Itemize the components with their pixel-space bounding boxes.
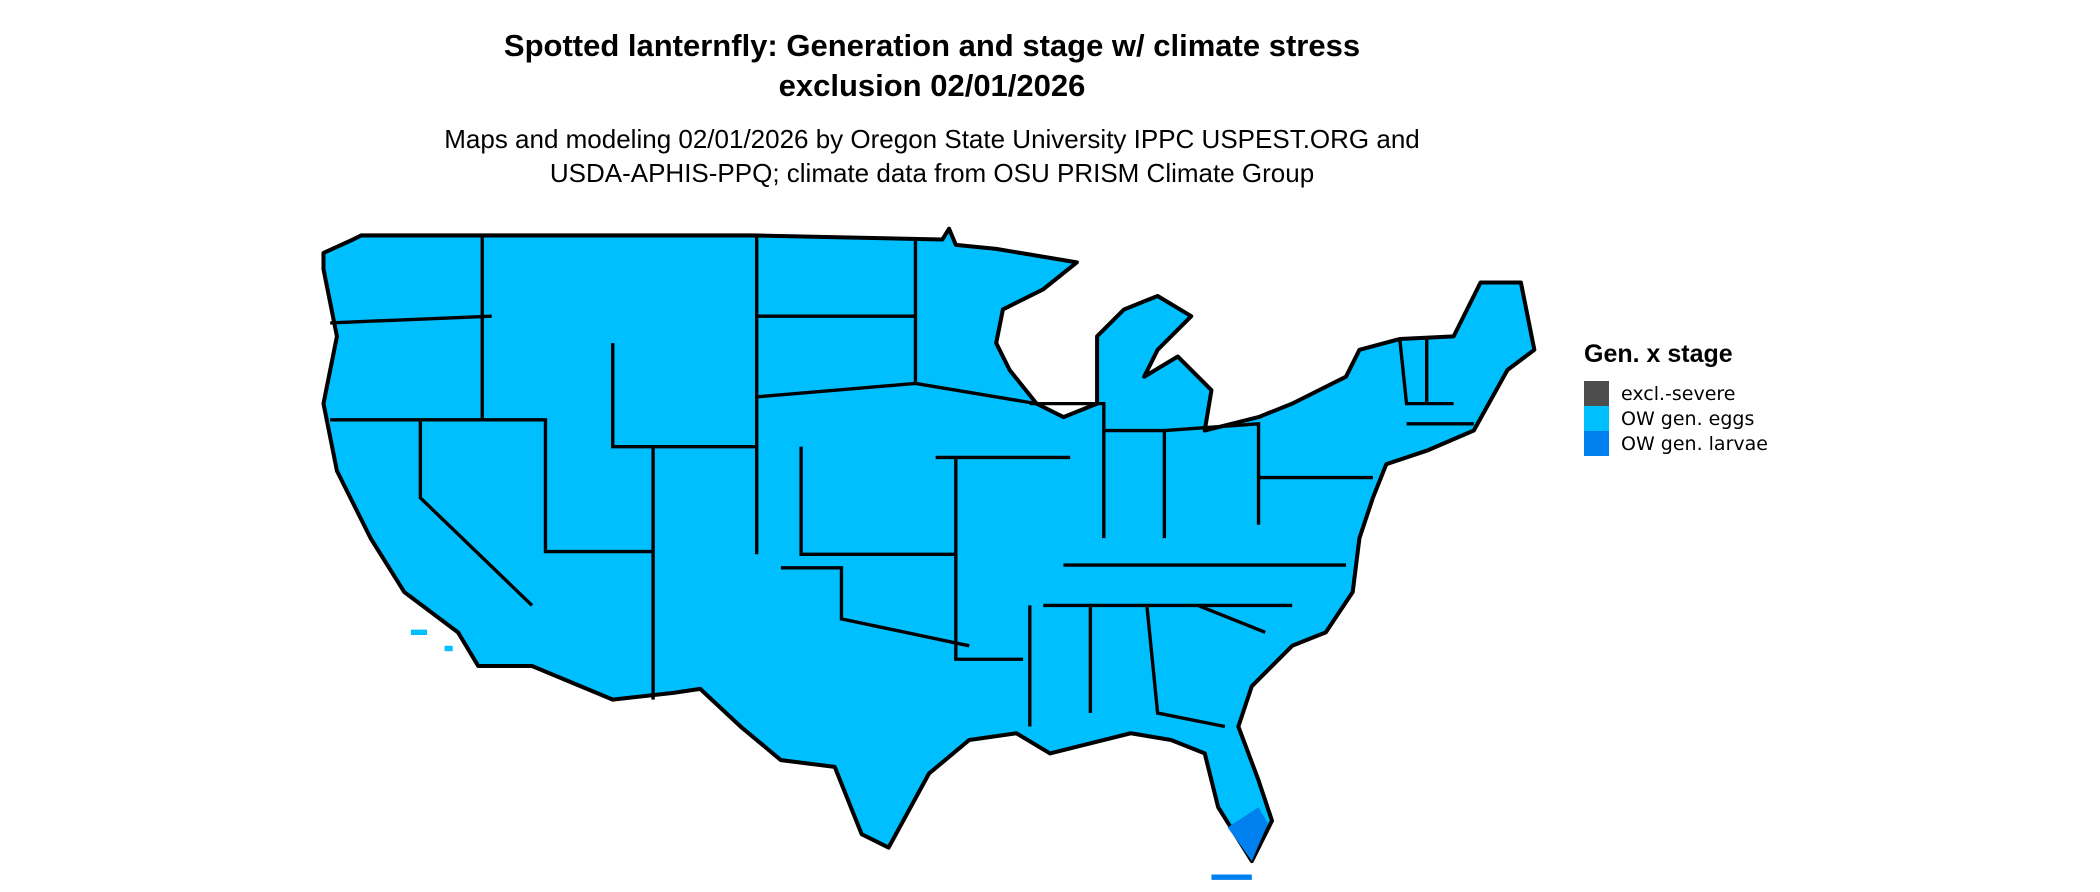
legend-item-ow-larvae: OW gen. larvae bbox=[1584, 431, 1768, 456]
islands bbox=[410, 629, 1252, 880]
us-outline bbox=[321, 226, 1537, 864]
legend-item-ow-eggs: OW gen. eggs bbox=[1584, 406, 1768, 431]
legend-title: Gen. x stage bbox=[1584, 340, 1733, 368]
swatch bbox=[1584, 431, 1609, 456]
swatch bbox=[1584, 406, 1609, 431]
map-title: Spotted lanternfly: Generation and stage… bbox=[503, 28, 1361, 103]
state-borders bbox=[330, 235, 1474, 729]
map-subtitle: Maps and modeling 02/01/2026 by Oregon S… bbox=[444, 124, 1420, 188]
larvae-region bbox=[1227, 807, 1268, 862]
legend-item-excl-severe: excl.-severe bbox=[1584, 381, 1768, 406]
swatch bbox=[1584, 381, 1609, 406]
legend: Gen. x stage excl.-severe OW gen. eggs O… bbox=[1584, 340, 1768, 456]
